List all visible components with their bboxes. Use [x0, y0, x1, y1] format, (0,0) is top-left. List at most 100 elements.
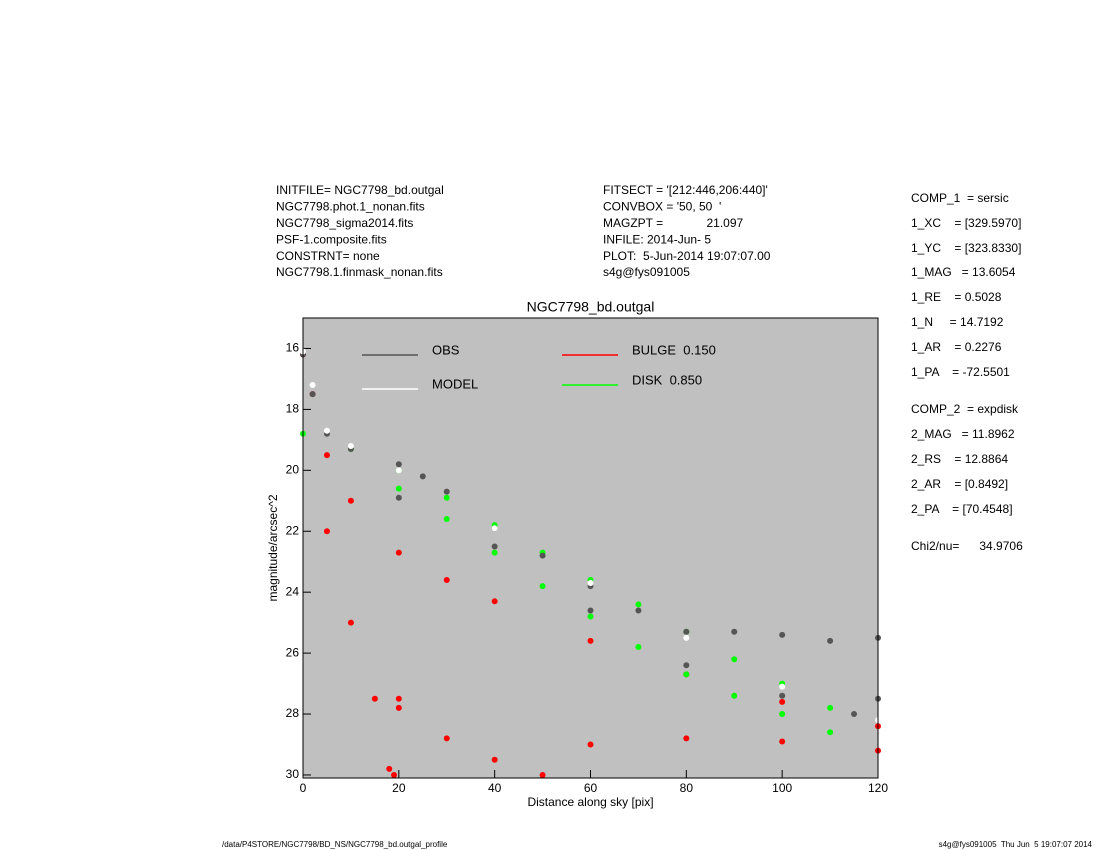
data-point [827, 704, 834, 711]
fit-parameter: 1_RE = 0.5028 [911, 290, 1002, 304]
data-point [395, 494, 402, 501]
data-point [587, 637, 594, 644]
data-point [443, 488, 450, 495]
fit-parameter: 1_AR = 0.2276 [911, 340, 1002, 354]
x-tick-label: 80 [680, 781, 694, 795]
y-tick-label: 28 [286, 706, 300, 720]
data-point [347, 442, 354, 449]
legend-label: MODEL [432, 376, 478, 391]
fit-parameter: 1_MAG = 13.6054 [911, 265, 1016, 279]
data-point [635, 644, 642, 651]
header-line: INITFILE= NGC7798_bd.outgal [276, 183, 444, 197]
data-point [779, 698, 786, 705]
header-line: NGC7798.phot.1_nonan.fits [276, 200, 425, 214]
y-tick-label: 24 [286, 584, 300, 598]
x-tick-label: 0 [300, 781, 307, 795]
x-tick-label: 20 [392, 781, 406, 795]
data-point [683, 662, 690, 669]
fit-parameter: 2_AR = [0.8492] [911, 477, 1008, 491]
x-tick-label: 60 [584, 781, 598, 795]
data-point [587, 613, 594, 620]
data-point [371, 695, 378, 702]
data-point [731, 628, 738, 635]
data-point [683, 628, 690, 635]
data-point [683, 735, 690, 742]
header-line: NGC7798.1.finmask_nonan.fits [276, 265, 443, 279]
data-point [395, 704, 402, 711]
data-point [587, 741, 594, 748]
header-line: PLOT: 5-Jun-2014 19:07:07.00 [603, 249, 771, 263]
data-point [851, 711, 858, 718]
header-line: FITSECT = '[212:446,206:440]' [603, 183, 768, 197]
data-point [323, 452, 330, 459]
data-point [419, 473, 426, 480]
data-point [779, 692, 786, 699]
data-point [443, 516, 450, 523]
x-tick-label: 100 [772, 781, 792, 795]
data-point [587, 607, 594, 614]
data-point [443, 735, 450, 742]
plot-frame [302, 317, 879, 779]
data-point [386, 765, 393, 772]
data-point [635, 601, 642, 608]
data-point [587, 580, 594, 587]
data-point [491, 543, 498, 550]
legend-label: OBS [432, 342, 460, 357]
data-point [779, 631, 786, 638]
data-point [683, 671, 690, 678]
fit-parameter: Chi2/nu= 34.9706 [911, 539, 1023, 553]
x-tick-label: 120 [868, 781, 888, 795]
fit-parameter: 2_PA = [70.4548] [911, 502, 1013, 516]
data-point [731, 656, 738, 663]
fit-parameter: 1_XC = [329.5970] [911, 216, 1021, 230]
data-point [827, 729, 834, 736]
data-point [347, 619, 354, 626]
data-point [395, 549, 402, 556]
data-point [347, 497, 354, 504]
data-point [395, 467, 402, 474]
fit-parameter: 2_RS = 12.8864 [911, 452, 1008, 466]
header-line: MAGZPT = 21.097 [603, 216, 743, 230]
legend-label: DISK 0.850 [632, 372, 702, 387]
data-point [443, 576, 450, 583]
data-point [731, 692, 738, 699]
data-point [539, 771, 546, 778]
data-point [309, 391, 316, 398]
data-point [491, 598, 498, 605]
fit-parameter: 1_YC = [323.8330] [911, 241, 1021, 255]
y-tick-label: 26 [286, 645, 300, 659]
header-line: CONSTRNT= none [276, 249, 380, 263]
data-point [391, 771, 398, 778]
data-point [827, 637, 834, 644]
x-axis-label: Distance along sky [pix] [527, 795, 653, 809]
header-line: PSF-1.composite.fits [276, 232, 387, 246]
fit-parameter: COMP_2 = expdisk [911, 402, 1019, 416]
data-point [443, 494, 450, 501]
header-line: NGC7798_sigma2014.fits [276, 216, 413, 230]
y-tick-label: 16 [286, 341, 300, 355]
footer-right: s4g@fys091005 Thu Jun 5 19:07:07 2014 [939, 840, 1093, 849]
data-point [635, 607, 642, 614]
data-point [779, 711, 786, 718]
fit-parameter: 1_N = 14.7192 [911, 315, 1004, 329]
fit-parameter: 2_MAG = 11.8962 [911, 427, 1015, 441]
data-point [779, 683, 786, 690]
plot-background [303, 318, 878, 778]
data-point [779, 738, 786, 745]
data-point [323, 427, 330, 434]
data-point [395, 695, 402, 702]
footer-left: /data/P4STORE/NGC7798/BD_NS/NGC7798_bd.o… [222, 840, 448, 849]
data-point [309, 382, 316, 389]
data-point [395, 461, 402, 468]
header-line: s4g@fys091005 [603, 265, 690, 279]
y-tick-label: 22 [286, 523, 300, 537]
legend-label: BULGE 0.150 [632, 342, 716, 357]
data-point [539, 583, 546, 590]
y-tick-label: 30 [286, 767, 300, 781]
y-axis-label: magnitude/arcsec^2 [266, 494, 280, 601]
fit-parameter: 1_PA = -72.5501 [911, 365, 1010, 379]
data-point [491, 756, 498, 763]
data-point [539, 552, 546, 559]
data-point [395, 485, 402, 492]
